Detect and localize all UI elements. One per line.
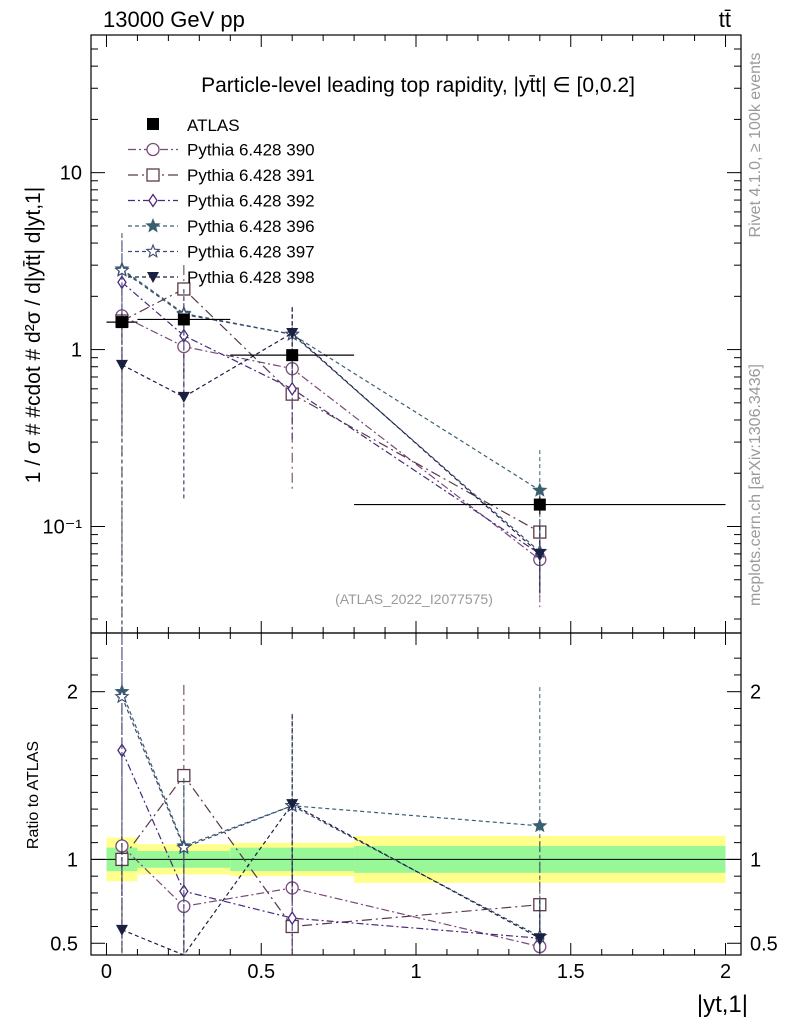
- x-tick-label: 1: [410, 961, 421, 983]
- y-tick-label: 10⁻¹: [43, 516, 83, 538]
- series-point: [115, 359, 128, 371]
- watermark: (ATLAS_2022_I2077575): [335, 591, 493, 607]
- legend-label: Pythia 6.428 396: [187, 217, 315, 236]
- series-ratio-line: [121, 774, 540, 928]
- series-line: [121, 281, 541, 555]
- series-point: [286, 328, 299, 340]
- legend-label: Pythia 6.428 397: [187, 243, 315, 262]
- ratio-tick-label-right: 1: [750, 849, 761, 871]
- ratio-tick-label-left: 2: [67, 682, 78, 704]
- x-axis-label: |yt,1|: [697, 991, 748, 1018]
- series-ratio-point: [115, 924, 128, 936]
- y-axis-label: 1 / σ # #cdot # d²σ / d|yt̄t| d|yt,1|: [22, 187, 45, 483]
- x-tick-label: 2: [720, 961, 731, 983]
- ratio-tick-label-right: 2: [750, 682, 761, 704]
- series-ratio-point: [533, 933, 546, 945]
- legend-marker-atlas: [147, 118, 159, 130]
- legend-marker: [145, 217, 161, 233]
- series-ratio-point: [114, 688, 130, 704]
- ratio-tick-label-left: 0.5: [50, 933, 78, 955]
- ratio-tick-label-left: 1: [67, 849, 78, 871]
- series-point: [114, 262, 130, 277]
- series-ratio-point: [176, 839, 192, 855]
- atlas-point: [115, 316, 128, 329]
- series-line: [121, 288, 541, 533]
- ratio-tick-label-right: 0.5: [750, 933, 778, 955]
- series-ratio-point: [117, 743, 127, 758]
- x-tick-label: 0.5: [247, 961, 275, 983]
- series-ratio-line: [121, 803, 541, 956]
- legend-marker: [146, 168, 160, 182]
- series-ratio-line: [121, 845, 540, 948]
- series-line: [121, 332, 541, 555]
- atlas-point: [177, 313, 190, 326]
- x-tick-label: 1.5: [557, 961, 585, 983]
- series-point: [532, 482, 548, 497]
- legend-marker: [148, 193, 158, 208]
- series-layer: [106, 233, 726, 956]
- header-left: 13000 GeV pp: [103, 7, 245, 32]
- legend-label-atlas: ATLAS: [187, 116, 240, 135]
- x-tick-label: 0: [101, 961, 112, 983]
- rivet-label: Rivet 4.1.0, ≥ 100k events: [747, 53, 764, 238]
- header-right: tt̄: [719, 7, 731, 32]
- series-line: [121, 315, 541, 561]
- ratio-y-axis-label: Ratio to ATLAS: [25, 741, 42, 849]
- atlas-point: [533, 498, 546, 511]
- series-point: [287, 381, 297, 396]
- chart-title: Particle-level leading top rapidity, |yt…: [201, 74, 635, 97]
- y-tick-label: 10: [60, 163, 82, 185]
- series-line: [121, 268, 541, 491]
- series-ratio-point: [286, 799, 299, 811]
- series-ratio-line: [121, 691, 540, 847]
- legend-label: Pythia 6.428 391: [187, 166, 315, 185]
- atlas-point: [286, 349, 299, 362]
- legend: ATLAS Pythia 6.428 390 Pythia 6.428 391 Pyt…: [128, 116, 315, 287]
- mcplots-label: mcplots.cern.ch [arXiv:1306.3436]: [747, 364, 764, 606]
- y-tick-label: 1: [71, 340, 82, 362]
- axes-frame: 0 0.5 1 1.5 2 10 1 10⁻¹ 2 2 1 1 0.5 0.5: [43, 34, 778, 983]
- series-ratio-point: [287, 910, 297, 926]
- legend-marker: [145, 243, 161, 259]
- series-point: [177, 391, 190, 403]
- series-line: [121, 269, 541, 553]
- series-point: [533, 548, 546, 560]
- legend-label: Pythia 6.428 398: [187, 268, 315, 287]
- atlas-data: [106, 313, 726, 514]
- legend-marker: [147, 272, 159, 283]
- legend-label: Pythia 6.428 392: [187, 192, 315, 211]
- legend-label: Pythia 6.428 390: [187, 141, 315, 160]
- series-ratio-point: [532, 817, 548, 833]
- series-5: [115, 307, 546, 956]
- series-ratio-line: [121, 750, 540, 939]
- legend-marker: [146, 142, 160, 157]
